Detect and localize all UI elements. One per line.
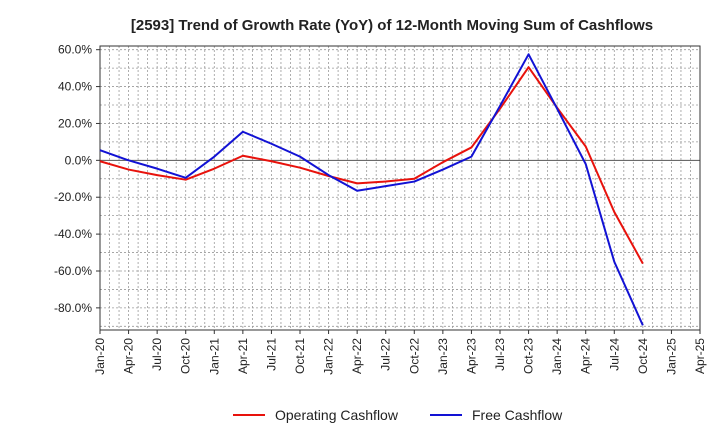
y-tick-label: 60.0% — [58, 43, 92, 57]
y-tick-label: 0.0% — [65, 153, 93, 167]
x-tick-label: Jul-20 — [150, 338, 164, 371]
x-tick-label: Jul-24 — [607, 338, 621, 371]
x-tick-label: Apr-25 — [693, 338, 707, 374]
axis-layer: 60.0% 40.0% 20.0% 0.0% -20.0% -40.0% -60.0% -80… — [54, 43, 707, 375]
x-tick-label: Oct-24 — [636, 338, 650, 374]
x-tick-label: Oct-21 — [293, 338, 307, 374]
x-tick-label: Apr-24 — [579, 338, 593, 374]
y-tick-label: 20.0% — [58, 116, 92, 130]
legend: Operating Cashflow Free Cashflow — [233, 407, 563, 423]
y-tick-label: -20.0% — [54, 190, 92, 204]
x-tick-label: Jan-22 — [322, 338, 336, 375]
x-tick-label: Oct-20 — [179, 338, 193, 374]
y-tick-label: -80.0% — [54, 301, 92, 315]
x-tick-label: Jan-21 — [207, 338, 221, 375]
plot-area — [100, 46, 700, 330]
series-layer — [99, 53, 644, 326]
x-tick-label: Jul-22 — [379, 338, 393, 371]
series-line-free-cashflow — [99, 53, 644, 326]
chart-title: [2593] Trend of Growth Rate (YoY) of 12-… — [131, 17, 653, 34]
x-tick-label: Jul-21 — [264, 338, 278, 371]
y-tick-label: -40.0% — [54, 227, 92, 241]
x-tick-label: Oct-22 — [407, 338, 421, 374]
x-tick-label: Jan-20 — [93, 338, 107, 375]
x-tick-label: Apr-21 — [236, 338, 250, 374]
plot-border — [99, 45, 701, 331]
x-tick-label: Jan-24 — [550, 338, 564, 375]
legend-label: Free Cashflow — [472, 407, 563, 423]
x-tick-label: Jul-23 — [493, 338, 507, 371]
x-tick-label: Jan-23 — [436, 338, 450, 375]
legend-label: Operating Cashflow — [275, 407, 399, 423]
x-tick-label: Apr-20 — [122, 338, 136, 374]
y-tick-label: 40.0% — [58, 80, 92, 94]
grid-layer — [100, 46, 700, 330]
x-tick-label: Oct-23 — [522, 338, 536, 374]
x-tick-label: Jan-25 — [664, 338, 678, 375]
y-tick-label: -60.0% — [54, 264, 92, 278]
x-tick-label: Apr-23 — [464, 338, 478, 374]
x-tick-label: Apr-22 — [350, 338, 364, 374]
